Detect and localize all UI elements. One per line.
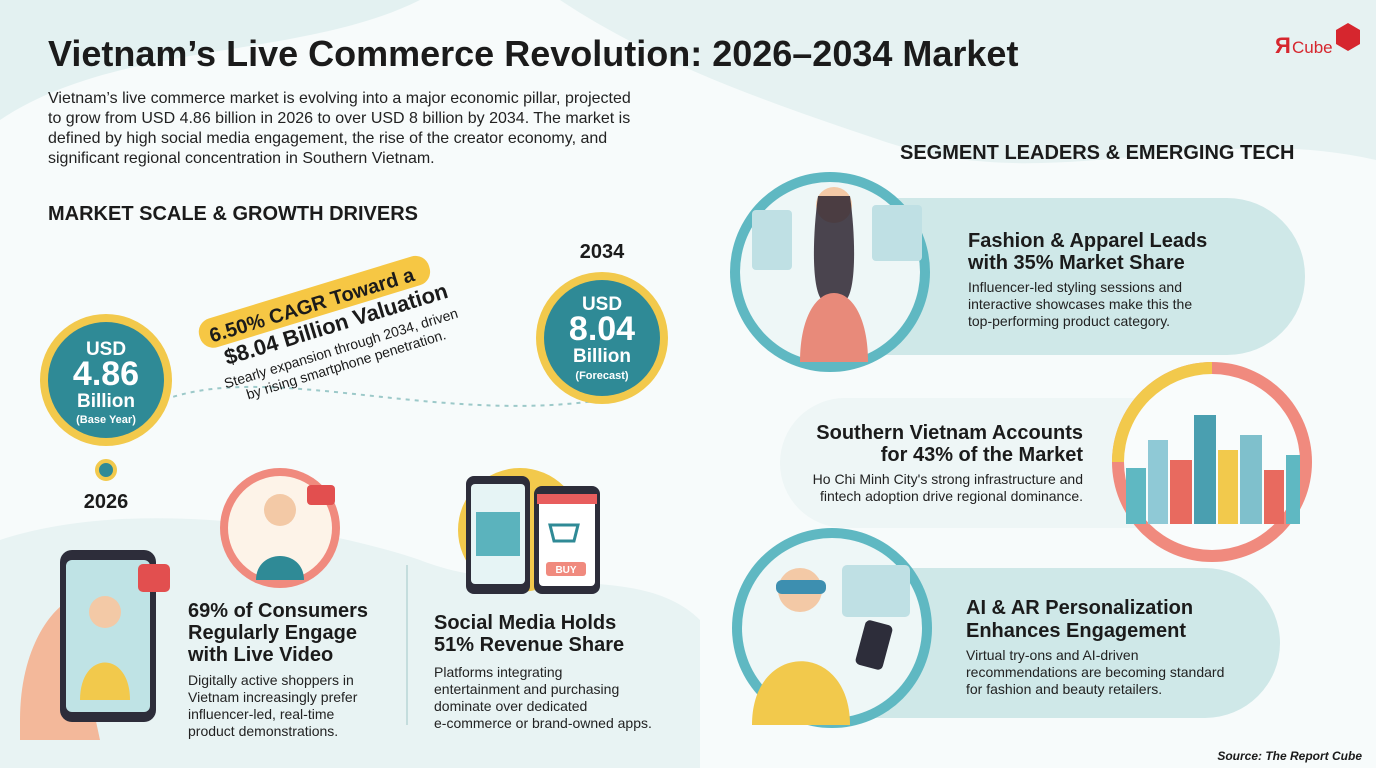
title: Vietnam’s Live Commerce Revolution: 2026… <box>48 33 1018 74</box>
intro-line: defined by high social media engagement,… <box>48 130 607 147</box>
hologram-panel <box>752 210 792 270</box>
amount: 8.04 <box>569 310 635 348</box>
building <box>1126 468 1146 524</box>
segment-title: Fashion & Apparel Leads <box>968 230 1207 252</box>
card-body: dominate over dedicated <box>434 698 587 714</box>
amount: 4.86 <box>73 355 139 393</box>
building <box>1170 460 1192 524</box>
vr-glasses <box>776 580 826 594</box>
segment-body: top-performing product category. <box>968 313 1170 329</box>
illus-body <box>800 293 868 362</box>
card-title: 51% Revenue Share <box>434 634 624 656</box>
buy-label: BUY <box>555 565 576 576</box>
unit: Billion <box>573 346 631 367</box>
illus-heart <box>138 564 170 592</box>
bubble <box>544 280 660 396</box>
note: (Forecast) <box>575 370 629 382</box>
card-body: Vietnam increasingly prefer <box>188 689 358 705</box>
segment-body: recommendations are becoming standard <box>966 664 1224 680</box>
building <box>1264 470 1284 524</box>
buy-button <box>546 562 586 576</box>
illus-hair <box>813 196 855 300</box>
source: Source: The Report Cube <box>1217 749 1362 763</box>
currency: USD <box>86 339 126 360</box>
illus-face <box>264 494 296 526</box>
segment-body: Influencer-led styling sessions and <box>968 279 1182 295</box>
card-body: product demonstrations. <box>188 723 338 739</box>
segment-title: Southern Vietnam Accounts <box>816 422 1083 444</box>
logo: Я Cube <box>1275 23 1360 58</box>
note: (Base Year) <box>76 414 136 426</box>
year: 2034 <box>580 241 625 263</box>
card-body: entertainment and purchasing <box>434 681 619 697</box>
end-bubble: 2034 USD 8.04 Billion (Forecast) <box>536 241 668 404</box>
segment-title: with 35% Market Share <box>967 252 1185 274</box>
segment-title: for 43% of the Market <box>881 444 1084 466</box>
building <box>1240 435 1262 524</box>
illus-face <box>89 596 121 628</box>
segment-body: for fashion and beauty retailers. <box>966 681 1162 697</box>
building <box>1286 455 1300 524</box>
intro-line: Vietnam’s live commerce market is evolvi… <box>48 90 631 107</box>
segment-title: AI & AR Personalization <box>966 597 1193 619</box>
building <box>1194 415 1216 524</box>
building <box>1148 440 1168 524</box>
card-body: influencer-led, real-time <box>188 706 334 722</box>
hologram-panel <box>842 565 910 617</box>
card-body: Digitally active shoppers in <box>188 672 354 688</box>
segment-body: interactive showcases make this the <box>968 296 1192 312</box>
illus-bg <box>228 476 332 580</box>
highlight <box>198 255 431 348</box>
awning <box>537 494 597 504</box>
card-body: e-commerce or brand-owned apps. <box>434 715 652 731</box>
city-skyline <box>1126 415 1300 524</box>
logo-text: Cube <box>1292 38 1333 57</box>
illus-body <box>752 661 850 725</box>
social-illustration: BUY <box>458 468 600 594</box>
logo-cube <box>1336 23 1360 51</box>
consumer-illustration <box>20 468 340 740</box>
segment-body: Virtual try-ons and AI-driven <box>966 647 1139 663</box>
unit: Billion <box>77 391 135 412</box>
hologram-panel <box>872 205 922 261</box>
bg-blob <box>560 0 1376 164</box>
segment-body: Ho Chi Minh City's strong infrastructure… <box>813 471 1083 487</box>
phone <box>855 620 893 670</box>
post-image <box>476 512 520 556</box>
illus-body <box>256 556 304 580</box>
intro-line: significant regional concentration in So… <box>48 150 435 167</box>
illus-heart <box>307 485 335 505</box>
card-title: with Live Video <box>187 644 333 666</box>
bubble <box>48 322 164 438</box>
cart <box>548 523 580 543</box>
year: 2026 <box>84 491 129 513</box>
bg-blob <box>0 0 420 120</box>
card-body: Platforms integrating <box>434 664 562 680</box>
card-title: 69% of Consumers <box>188 600 368 622</box>
section-heading: SEGMENT LEADERS & EMERGING TECH <box>900 142 1294 164</box>
logo-mark: Я <box>1275 33 1291 58</box>
timeline-dot <box>95 459 117 481</box>
intro-line: to grow from USD 4.86 billion in 2026 to… <box>48 110 630 127</box>
card-title: Regularly Engage <box>188 622 357 644</box>
segment-body: fintech adoption drive regional dominanc… <box>820 488 1083 504</box>
illus-body <box>80 662 130 700</box>
section-heading: MARKET SCALE & GROWTH DRIVERS <box>48 203 418 225</box>
start-bubble: USD 4.86 Billion (Base Year) 2026 <box>40 314 172 513</box>
building <box>1218 450 1238 524</box>
currency: USD <box>582 294 622 315</box>
card-title: Social Media Holds <box>434 612 616 634</box>
segment-title: Enhances Engagement <box>966 620 1186 642</box>
